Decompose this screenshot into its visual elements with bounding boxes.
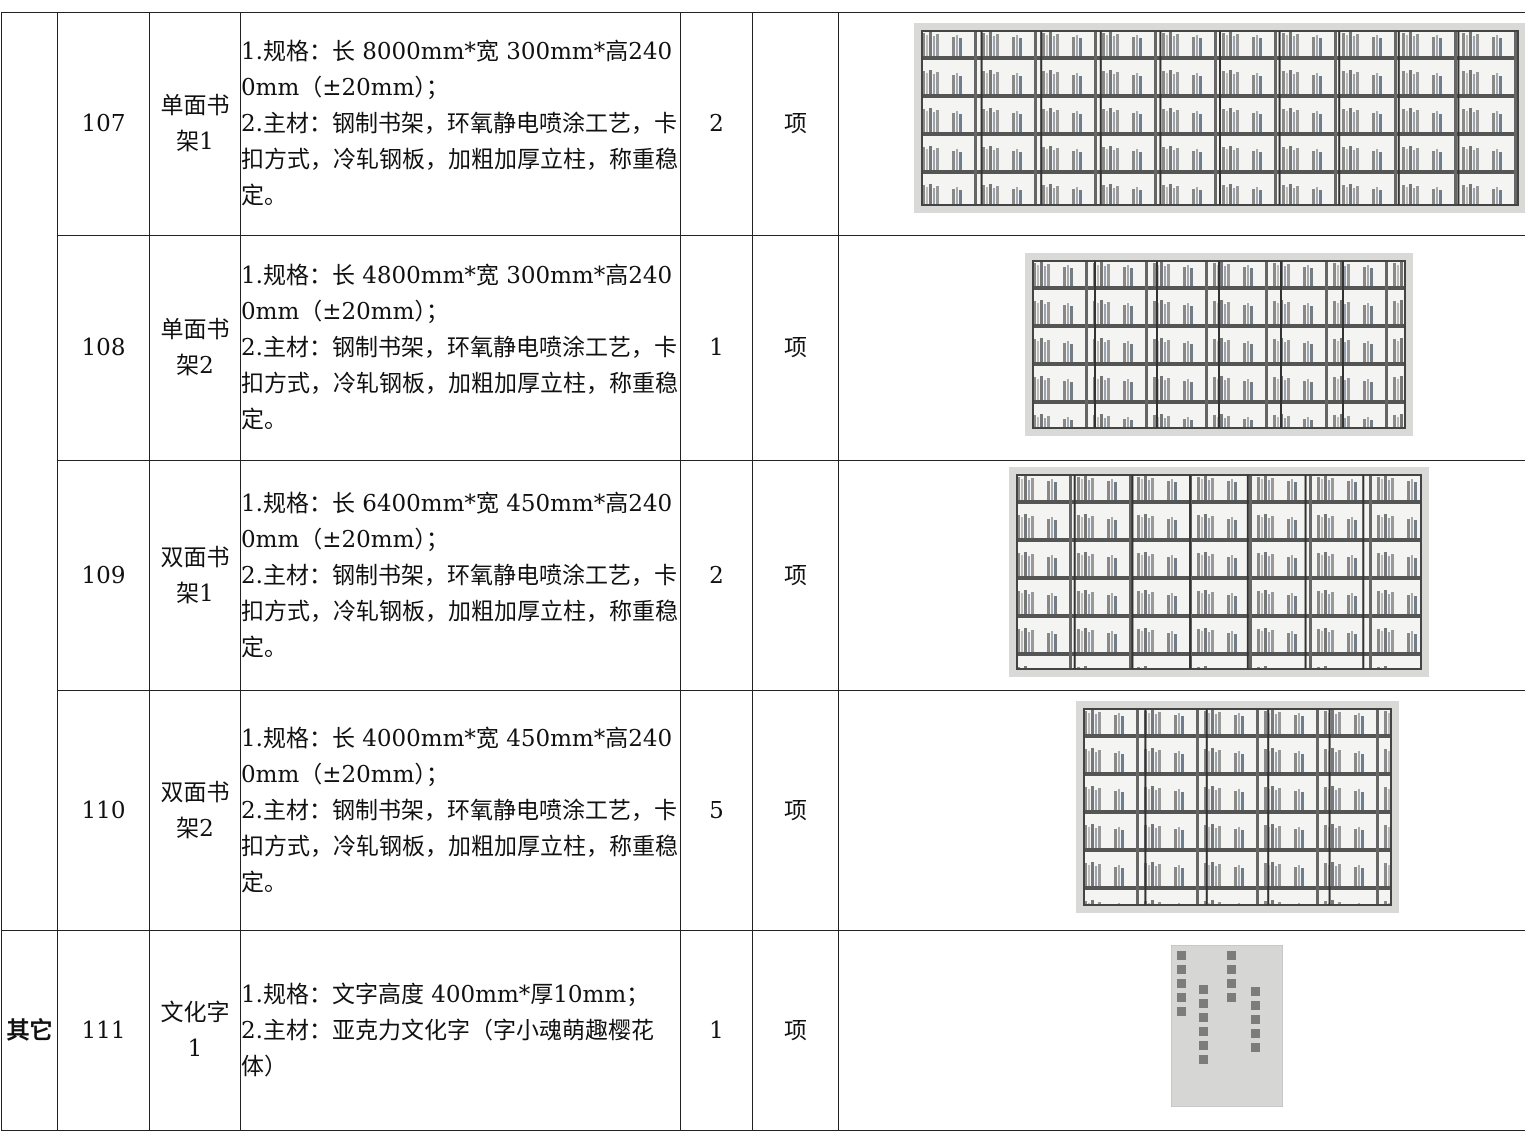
item-number: 108 (58, 236, 150, 461)
item-number: 109 (58, 461, 150, 691)
description-line: 1.规格：长 6400mm*宽 450mm*高2400mm（±20mm）； (241, 486, 680, 558)
description-line: 2.主材：钢制书架，环氧静电喷涂工艺，卡扣方式，冷轧钢板，加粗加厚立柱，称重稳定… (241, 106, 680, 214)
item-unit: 项 (753, 691, 839, 931)
item-name: 单面书架2 (150, 236, 241, 461)
item-quantity: 1 (681, 931, 753, 1131)
item-name: 双面书架2 (150, 691, 241, 931)
description-line: 2.主材：钢制书架，环氧静电喷涂工艺，卡扣方式，冷轧钢板，加粗加厚立柱，称重稳定… (241, 330, 680, 438)
product-image (1171, 945, 1283, 1107)
item-description: 1.规格：长 4000mm*宽 450mm*高2400mm（±20mm）；2.主… (241, 691, 681, 931)
item-quantity: 1 (681, 236, 753, 461)
category-cell: 其它 (2, 931, 58, 1131)
category-cell (2, 13, 58, 931)
description-line: 2.主材：亚克力文化字（字小魂萌趣樱花体） (241, 1013, 680, 1085)
description-line: 1.规格：长 4800mm*宽 300mm*高2400mm（±20mm）； (241, 258, 680, 330)
image-cell (839, 691, 1525, 931)
item-unit: 项 (753, 13, 839, 236)
description-line: 1.规格：长 8000mm*宽 300mm*高2400mm（±20mm）； (241, 34, 680, 106)
item-number: 111 (58, 931, 150, 1131)
item-unit: 项 (753, 461, 839, 691)
product-image (1025, 253, 1413, 436)
item-name: 文化字 1 (150, 931, 241, 1131)
image-cell (839, 13, 1525, 236)
item-description: 1.规格：长 4800mm*宽 300mm*高2400mm（±20mm）；2.主… (241, 236, 681, 461)
description-line: 1.规格：长 4000mm*宽 450mm*高2400mm（±20mm）； (241, 721, 680, 793)
item-description: 1.规格：长 8000mm*宽 300mm*高2400mm（±20mm）；2.主… (241, 13, 681, 236)
description-line: 2.主材：钢制书架，环氧静电喷涂工艺，卡扣方式，冷轧钢板，加粗加厚立柱，称重稳定… (241, 793, 680, 901)
product-image (1009, 467, 1429, 677)
image-cell (839, 931, 1525, 1131)
product-image (914, 23, 1525, 213)
item-unit: 项 (753, 931, 839, 1131)
item-number: 107 (58, 13, 150, 236)
item-quantity: 2 (681, 13, 753, 236)
item-description: 1.规格：文字高度 400mm*厚10mm；2.主材：亚克力文化字（字小魂萌趣樱… (241, 931, 681, 1131)
item-number: 110 (58, 691, 150, 931)
image-cell (839, 236, 1525, 461)
image-cell (839, 461, 1525, 691)
item-description: 1.规格：长 6400mm*宽 450mm*高2400mm（±20mm）；2.主… (241, 461, 681, 691)
item-quantity: 2 (681, 461, 753, 691)
item-name: 单面书架1 (150, 13, 241, 236)
product-image (1076, 701, 1399, 913)
item-unit: 项 (753, 236, 839, 461)
description-line: 1.规格：文字高度 400mm*厚10mm； (241, 977, 680, 1013)
item-quantity: 5 (681, 691, 753, 931)
item-name: 双面书架1 (150, 461, 241, 691)
description-line: 2.主材：钢制书架，环氧静电喷涂工艺，卡扣方式，冷轧钢板，加粗加厚立柱，称重稳定… (241, 558, 680, 666)
